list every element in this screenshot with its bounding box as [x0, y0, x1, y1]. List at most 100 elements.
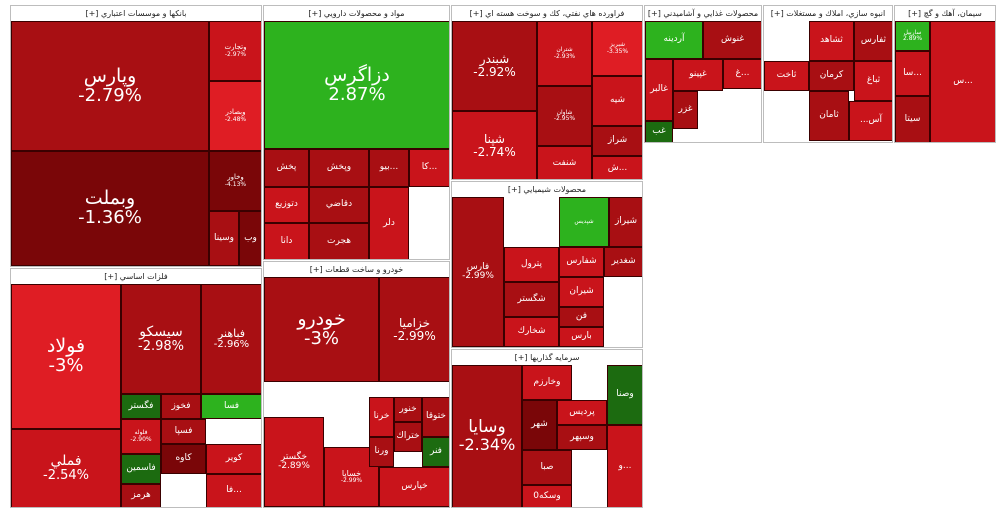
stock-tile[interactable]: وسپهر	[557, 425, 607, 450]
stock-tile[interactable]: كاوه	[161, 444, 206, 474]
stock-tile[interactable]: فملي -2.54%	[11, 429, 121, 507]
stock-tile[interactable]: دقاضي	[309, 187, 369, 223]
stock-tile[interactable]: ...س	[930, 21, 995, 142]
stock-tile[interactable]: شراز	[592, 126, 642, 156]
sector-header[interactable]: فراورده هاي نفتي، كك و سوخت هسته اي [+]	[452, 6, 642, 21]
stock-tile[interactable]: شيراز	[609, 197, 642, 247]
stock-tile[interactable]: شنفت	[537, 146, 592, 179]
stock-tile[interactable]: وبصادر -2.48%	[209, 81, 261, 151]
stock-tile[interactable]: شاوان -2.95%	[537, 86, 592, 146]
stock-tile[interactable]: فن	[559, 307, 604, 327]
stock-tile[interactable]: خگستر -2.89%	[264, 417, 324, 507]
stock-tile[interactable]: ورنا	[369, 437, 394, 467]
stock-tile[interactable]: شفارس	[559, 247, 604, 277]
stock-tile[interactable]: هجرت	[309, 223, 369, 259]
stock-tile[interactable]: سيسكو -2.98%	[121, 284, 201, 394]
stock-tile[interactable]: كوير	[206, 444, 261, 474]
sector-chemical[interactable]: محصولات شيميايي [+] فارس -2.99% پترول شگستر ش…	[451, 181, 643, 348]
sector-cement[interactable]: سيمان، آهك و گچ [+] ساربيل 2.89% ...سا سيتا.…	[894, 5, 996, 143]
stock-tile[interactable]: وخارزم	[522, 365, 572, 400]
sector-header[interactable]: محصولات غذايي و آشاميدني [+]	[645, 6, 761, 21]
stock-tile[interactable]: ثباغ	[854, 61, 892, 101]
stock-tile[interactable]: ثاخت	[764, 61, 809, 91]
stock-tile[interactable]: وسايا -2.34%	[452, 365, 522, 507]
stock-tile[interactable]: پرديس	[557, 400, 607, 425]
stock-tile[interactable]: شبريز -3.35%	[592, 21, 642, 76]
stock-tile[interactable]: غزر	[673, 91, 698, 129]
stock-tile[interactable]: ...ش	[592, 156, 642, 179]
stock-tile[interactable]: ...كا	[409, 149, 449, 187]
stock-tile[interactable]: شيه	[592, 76, 642, 126]
stock-tile[interactable]: غب	[645, 121, 673, 142]
stock-tile[interactable]: شبندر -2.92%	[452, 21, 537, 111]
stock-tile[interactable]: ...فا	[206, 474, 261, 507]
stock-tile[interactable]: غنوش	[703, 21, 761, 59]
stock-tile[interactable]: سيتا	[895, 96, 930, 142]
stock-tile[interactable]: فسپا	[161, 419, 206, 444]
sector-banks[interactable]: بانکها و موسسات اعتباري [+] وپارس -2.79% وب…	[10, 5, 262, 267]
sector-food[interactable]: محصولات غذايي و آشاميدني [+] آردينه غنوش غپ…	[644, 5, 762, 143]
stock-tile[interactable]: فسا	[201, 394, 261, 419]
stock-tile[interactable]: فخوز	[161, 394, 201, 419]
stock-tile[interactable]: صبا	[522, 450, 572, 485]
stock-tile[interactable]: وصنا	[607, 365, 642, 425]
stock-tile[interactable]: فباهنر -2.96%	[201, 284, 261, 394]
stock-tile[interactable]: شخارك	[504, 317, 559, 347]
stock-tile[interactable]: شغدير	[604, 247, 642, 277]
stock-tile[interactable]: خنور	[394, 397, 422, 422]
stock-tile[interactable]: ختوقا	[422, 397, 449, 437]
stock-tile[interactable]: فاسمين	[121, 454, 161, 484]
stock-tile[interactable]: شپنا -2.74%	[452, 111, 537, 179]
stock-tile[interactable]: خزامیا -2.99%	[379, 277, 449, 382]
stock-tile[interactable]: غپينو	[673, 59, 723, 91]
stock-tile[interactable]: بارس	[559, 327, 604, 347]
stock-tile[interactable]: پخش	[264, 149, 309, 187]
stock-tile[interactable]: خودرو -3%	[264, 277, 379, 382]
stock-tile[interactable]: دلر	[369, 187, 409, 259]
sector-auto[interactable]: خودرو و ساخت قطعات [+] خودرو -3% خساپا -2.99…	[263, 261, 450, 508]
stock-tile[interactable]: آس...	[849, 101, 892, 141]
sector-oil[interactable]: فراورده هاي نفتي، كك و سوخت هسته اي [+] ش…	[451, 5, 643, 180]
stock-tile[interactable]: ثفارس	[854, 21, 892, 61]
stock-tile[interactable]: ختراك	[394, 422, 422, 452]
stock-tile[interactable]: وخاور -4.13%	[209, 151, 261, 211]
stock-tile[interactable]: ...و	[607, 425, 642, 507]
stock-tile[interactable]: فنر	[422, 437, 449, 467]
stock-tile[interactable]: وپخش	[309, 149, 369, 187]
stock-tile[interactable]: فلوله -2.90%	[121, 419, 161, 454]
stock-tile[interactable]: وپارس -2.79%	[11, 21, 209, 151]
stock-tile[interactable]: وبملت -1.36%	[11, 151, 209, 266]
stock-tile[interactable]: پترول	[504, 247, 559, 282]
stock-tile[interactable]: فارس -2.99%	[452, 197, 504, 347]
stock-tile[interactable]: شگستر	[504, 282, 559, 317]
stock-tile[interactable]: شتران -2.93%	[537, 21, 592, 86]
sector-header[interactable]: خودرو و ساخت قطعات [+]	[264, 262, 449, 277]
stock-tile[interactable]: وسينا	[209, 211, 239, 266]
stock-tile[interactable]: آردينه	[645, 21, 703, 59]
stock-tile[interactable]: دتوزيع	[264, 187, 309, 223]
stock-tile[interactable]: شهر	[522, 400, 557, 450]
sector-header[interactable]: محصولات شيميايي [+]	[452, 182, 642, 197]
stock-tile[interactable]: وتجارت -2.97%	[209, 21, 261, 81]
stock-tile[interactable]: فگستر	[121, 394, 161, 419]
stock-tile[interactable]: هرمز	[121, 484, 161, 507]
stock-tile[interactable]: خرنا	[369, 397, 394, 437]
stock-tile[interactable]: شپديس	[559, 197, 609, 247]
sector-header[interactable]: بانکها و موسسات اعتباري [+]	[11, 6, 261, 21]
stock-tile[interactable]: شيران	[559, 277, 604, 307]
sector-invest[interactable]: سرمايه گذاريها [+] وسايا -2.34% وخارزم شهر صب…	[451, 349, 643, 508]
sector-header[interactable]: سيمان، آهك و گچ [+]	[895, 6, 995, 21]
sector-header[interactable]: سرمايه گذاريها [+]	[452, 350, 642, 365]
stock-tile[interactable]: فولاد -3%	[11, 284, 121, 429]
stock-tile[interactable]: ساربيل 2.89%	[895, 21, 930, 51]
stock-tile[interactable]: ...غ	[723, 59, 761, 89]
stock-tile[interactable]: ثامان	[809, 91, 849, 141]
sector-pharma[interactable]: مواد و محصولات دارويي [+] دزاگرس 2.87% پخش و…	[263, 5, 450, 260]
sector-realestate[interactable]: انبوه سازي، املاك و مستغلات [+] ثفارس ثشاه…	[763, 5, 893, 143]
stock-tile[interactable]: ...بيو	[369, 149, 409, 187]
sector-header[interactable]: مواد و محصولات دارويي [+]	[264, 6, 449, 21]
sector-header[interactable]: انبوه سازي، املاك و مستغلات [+]	[764, 6, 892, 21]
sector-metals[interactable]: فلزات اساسي [+] فولاد -3% فملي -2.54% سيسكو -2…	[10, 268, 262, 508]
stock-tile[interactable]: دزاگرس 2.87%	[264, 21, 449, 149]
stock-tile[interactable]: وب	[239, 211, 261, 266]
